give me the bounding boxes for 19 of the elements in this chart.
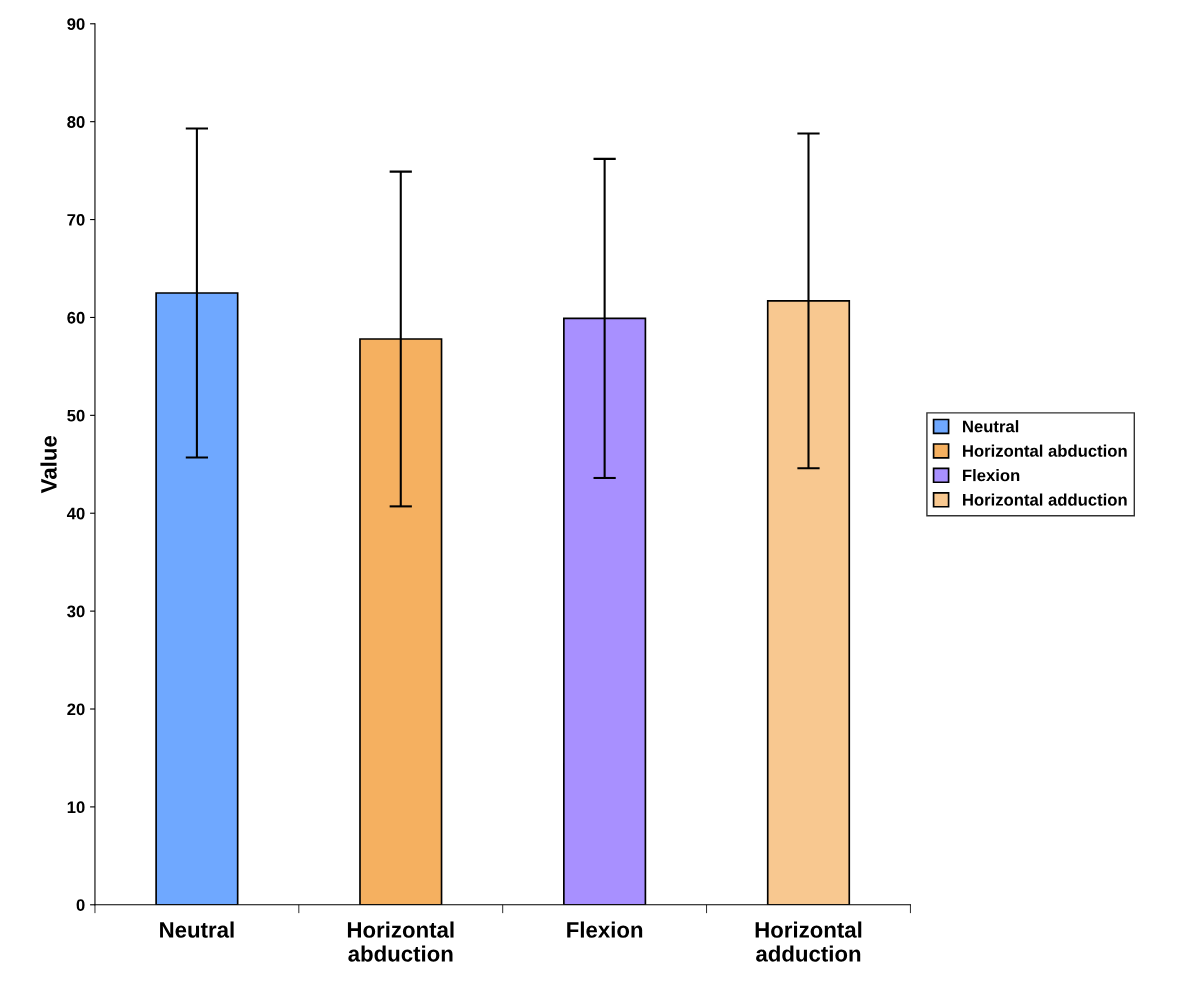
y-tick-label: 70: [67, 213, 85, 226]
x-tick-label: Horizontal adduction: [755, 921, 862, 962]
y-tick-label: 20: [67, 703, 85, 716]
y-tick-label: 90: [67, 18, 85, 30]
legend-label: Horizontal abduction: [963, 444, 1127, 457]
legend-label: Horizontal adduction: [963, 493, 1127, 506]
y-axis-title: Value: [40, 436, 57, 494]
y-tick-label: 60: [67, 311, 85, 324]
y-tick-label: 50: [67, 409, 85, 422]
x-tick-label: Flexion: [567, 921, 643, 938]
y-tick-label: 40: [66, 507, 85, 520]
y-tick-label: 0: [76, 899, 85, 911]
x-tick-label: Horizontal abduction: [347, 921, 454, 962]
y-tick-label: 80: [67, 116, 85, 128]
legend-label: Flexion: [963, 469, 1020, 482]
y-tick-label: 10: [67, 801, 85, 814]
y-tick-label: 30: [67, 605, 85, 618]
legend-label: Neutral: [963, 420, 1019, 433]
x-tick-label: Neutral: [160, 921, 234, 938]
